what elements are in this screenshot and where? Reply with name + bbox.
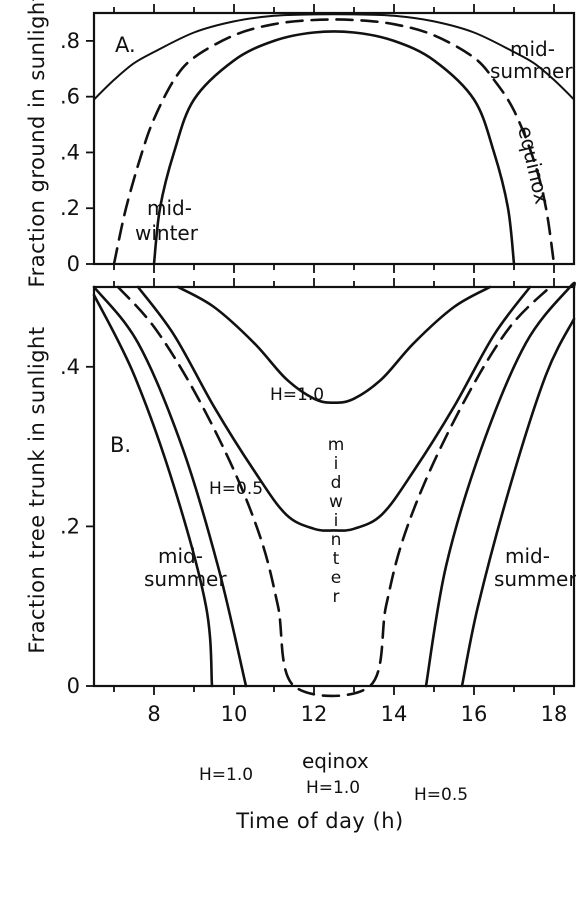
panel-b-h10-left-label: H=1.0 bbox=[199, 765, 253, 785]
series-line bbox=[92, 293, 214, 688]
panel-b-h10-bottom-label: H=1.0 bbox=[306, 778, 360, 798]
y-tick-label: .8 bbox=[60, 29, 80, 53]
series-line bbox=[152, 30, 516, 266]
panel-b-midsummer-right-2: summer bbox=[494, 567, 576, 591]
midwinter-letter: n bbox=[331, 530, 342, 550]
x-tick-label: 16 bbox=[461, 702, 488, 726]
panel-a: 0 .2 .4 .6 .8 A. Fraction ground in sunlight… bbox=[25, 0, 576, 287]
y-tick-label: 0 bbox=[67, 674, 80, 698]
series-line bbox=[112, 18, 556, 266]
panel-b-h10-top-label: H=1.0 bbox=[270, 385, 324, 405]
panel-a-frame bbox=[92, 11, 576, 266]
panel-b-ticks bbox=[86, 278, 555, 695]
panel-a-midwinter-label-1: mid- bbox=[147, 196, 192, 220]
panel-a-midsummer-label-1: mid- bbox=[510, 37, 555, 61]
x-tick-label: 8 bbox=[147, 702, 160, 726]
y-tick-label: .2 bbox=[60, 196, 80, 220]
panel-b-label: B. bbox=[110, 433, 131, 457]
midwinter-letter: w bbox=[329, 492, 343, 512]
y-tick-label: .2 bbox=[60, 514, 80, 538]
panel-a-ticks bbox=[86, 4, 555, 273]
y-tick-label: .4 bbox=[60, 355, 80, 379]
panel-b: 0 .2 .4 8 10 12 14 16 18 B. Fraction tree trunk… bbox=[25, 278, 576, 833]
panel-b-midsummer-left-2: summer bbox=[144, 567, 227, 591]
series-line bbox=[116, 285, 552, 698]
midwinter-letter: i bbox=[334, 511, 339, 531]
x-tick-label: 10 bbox=[221, 702, 248, 726]
y-tick-label: 0 bbox=[67, 252, 80, 276]
panel-a-y-tick-labels: 0 .2 .4 .6 .8 bbox=[60, 29, 80, 276]
panel-a-midsummer-label-2: summer bbox=[490, 59, 573, 83]
y-tick-label: .4 bbox=[60, 140, 80, 164]
series-line bbox=[460, 317, 576, 688]
x-tick-label: 12 bbox=[301, 702, 328, 726]
midwinter-letter: m bbox=[328, 435, 345, 455]
series-line bbox=[92, 285, 248, 688]
series-line bbox=[93, 13, 575, 101]
midwinter-letter: d bbox=[331, 473, 342, 493]
panel-b-midsummer-left-1: mid- bbox=[158, 544, 203, 568]
panel-b-curves bbox=[92, 281, 576, 698]
midwinter-letter: r bbox=[333, 587, 340, 607]
panel-a-equinox-label: equinox bbox=[513, 124, 554, 207]
panel-a-label: A. bbox=[115, 33, 136, 57]
panel-a-midwinter-label-2: winter bbox=[135, 221, 199, 245]
panel-b-equinox-label: eqinox bbox=[302, 749, 369, 773]
series-line bbox=[424, 281, 576, 688]
panel-a-curves bbox=[93, 13, 575, 266]
midwinter-letter: t bbox=[333, 549, 340, 569]
panel-b-h05-mid-label: H=0.5 bbox=[209, 479, 263, 499]
panel-b-y-axis-label: Fraction tree trunk in sunlight bbox=[25, 326, 49, 653]
series-line bbox=[136, 285, 532, 532]
panel-b-midsummer-right-1: mid- bbox=[505, 544, 550, 568]
x-axis-label: Time of day (h) bbox=[235, 809, 403, 833]
panel-a-y-axis-label: Fraction ground in sunlight bbox=[25, 0, 49, 287]
panel-b-y-tick-labels: 0 .2 .4 bbox=[60, 355, 80, 698]
panel-b-x-tick-labels: 8 10 12 14 16 18 bbox=[147, 702, 567, 726]
series-line bbox=[176, 285, 492, 404]
x-tick-label: 18 bbox=[541, 702, 568, 726]
panel-b-h05-right-label: H=0.5 bbox=[414, 785, 468, 805]
panel-b-frame bbox=[92, 285, 576, 688]
midwinter-letter: e bbox=[331, 568, 341, 588]
x-tick-label: 14 bbox=[381, 702, 408, 726]
midwinter-letter: i bbox=[334, 454, 339, 474]
y-tick-label: .6 bbox=[60, 85, 80, 109]
